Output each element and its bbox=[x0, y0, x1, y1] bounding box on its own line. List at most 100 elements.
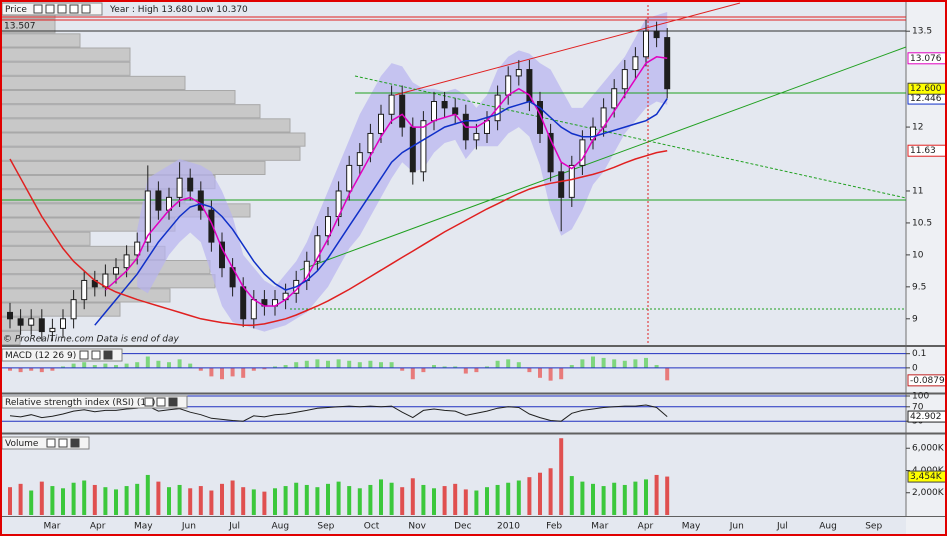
panel-icon[interactable] bbox=[57, 4, 67, 14]
panel-icon[interactable] bbox=[103, 350, 113, 360]
y-tick-label: 9.5 bbox=[912, 282, 926, 292]
candle-body bbox=[250, 299, 257, 320]
bar bbox=[463, 489, 468, 515]
candle-body bbox=[219, 241, 225, 269]
bar bbox=[368, 360, 373, 368]
bar bbox=[145, 356, 150, 368]
bar bbox=[294, 482, 299, 515]
candle-body bbox=[664, 37, 671, 90]
panel-icon[interactable] bbox=[79, 350, 89, 360]
panel-icon[interactable] bbox=[91, 350, 101, 360]
panel-icon[interactable] bbox=[46, 438, 56, 448]
bar bbox=[559, 367, 564, 380]
bar bbox=[474, 367, 479, 373]
bar bbox=[50, 486, 55, 515]
y-tick-label: 11 bbox=[912, 186, 923, 196]
bar bbox=[251, 489, 256, 515]
bar bbox=[198, 367, 203, 371]
trend-line bbox=[354, 75, 907, 199]
panel-icon[interactable] bbox=[156, 397, 166, 407]
bar bbox=[251, 367, 256, 371]
volume-by-price-bar bbox=[0, 302, 121, 317]
volume-by-price-bar bbox=[0, 104, 261, 119]
candle-body bbox=[388, 94, 395, 115]
volume-by-price-bar bbox=[0, 132, 306, 147]
bar bbox=[29, 367, 34, 371]
bar bbox=[230, 367, 235, 377]
drawings bbox=[0, 2, 907, 345]
bar bbox=[156, 481, 161, 515]
volume-by-price-bar bbox=[0, 118, 291, 133]
candle-body bbox=[579, 139, 586, 166]
bar bbox=[389, 482, 394, 515]
reference-label: 13.507 bbox=[4, 22, 36, 32]
candle-body bbox=[123, 254, 130, 269]
bar bbox=[39, 481, 44, 515]
candle-body bbox=[38, 318, 45, 333]
bar bbox=[389, 362, 394, 368]
bar bbox=[283, 486, 288, 515]
bar bbox=[474, 490, 479, 515]
line-series bbox=[104, 56, 668, 307]
line-series bbox=[94, 98, 668, 326]
candle-body bbox=[473, 132, 480, 141]
panel-title: Relative strength index (RSI) (14) bbox=[5, 398, 155, 408]
bar bbox=[71, 363, 76, 368]
bar bbox=[156, 360, 161, 368]
bar bbox=[379, 362, 383, 368]
candle-body bbox=[452, 107, 459, 115]
y-tick-label: 70 bbox=[912, 402, 924, 412]
bar bbox=[400, 487, 405, 515]
bar bbox=[400, 367, 405, 371]
candle-body bbox=[155, 190, 162, 211]
panel-icon[interactable] bbox=[45, 4, 55, 14]
panel-icon[interactable] bbox=[70, 438, 80, 448]
volume-by-price-bar bbox=[0, 47, 131, 62]
bar bbox=[357, 362, 362, 368]
bar bbox=[665, 476, 670, 515]
bar bbox=[135, 362, 140, 368]
bar bbox=[177, 484, 182, 515]
candle-body bbox=[7, 311, 13, 320]
candle-body bbox=[558, 171, 565, 198]
bar bbox=[262, 367, 267, 370]
x-tick-label: Nov bbox=[408, 522, 426, 532]
x-tick-label: Jul bbox=[228, 522, 240, 532]
panel-title: MACD (12 26 9) bbox=[5, 351, 76, 361]
bar bbox=[304, 360, 309, 368]
x-tick-label: Mar bbox=[591, 522, 608, 532]
bar bbox=[304, 484, 309, 515]
panel-icon[interactable] bbox=[58, 438, 68, 448]
bar bbox=[527, 477, 532, 515]
x-tick-label: Jun bbox=[729, 522, 744, 532]
candle-body bbox=[611, 88, 618, 109]
bar bbox=[633, 481, 638, 515]
panel-icon[interactable] bbox=[33, 4, 43, 14]
panel-icon[interactable] bbox=[144, 397, 154, 407]
candle-body bbox=[431, 101, 437, 122]
bar bbox=[432, 488, 436, 515]
candle-body bbox=[515, 69, 522, 77]
panel-icon[interactable] bbox=[168, 397, 178, 407]
candle-body bbox=[505, 75, 512, 96]
bar bbox=[591, 483, 595, 515]
bar bbox=[548, 468, 553, 515]
x-tick-label: Jun bbox=[181, 522, 196, 532]
candle-body bbox=[378, 113, 384, 134]
y-tick-label: 0 bbox=[912, 363, 918, 373]
bar bbox=[326, 483, 330, 515]
bar bbox=[506, 482, 511, 515]
candle-body bbox=[28, 318, 35, 326]
bar bbox=[315, 359, 320, 368]
bar bbox=[538, 472, 542, 515]
panel-icon[interactable] bbox=[69, 4, 79, 14]
candle-body bbox=[240, 286, 247, 320]
panel-icon[interactable] bbox=[81, 4, 91, 14]
last-value-label: 13.076 bbox=[910, 54, 942, 64]
last-value-label: 12.446 bbox=[910, 94, 942, 104]
bar bbox=[92, 365, 97, 368]
x-tick-label: May bbox=[134, 522, 153, 532]
bar bbox=[495, 484, 500, 515]
